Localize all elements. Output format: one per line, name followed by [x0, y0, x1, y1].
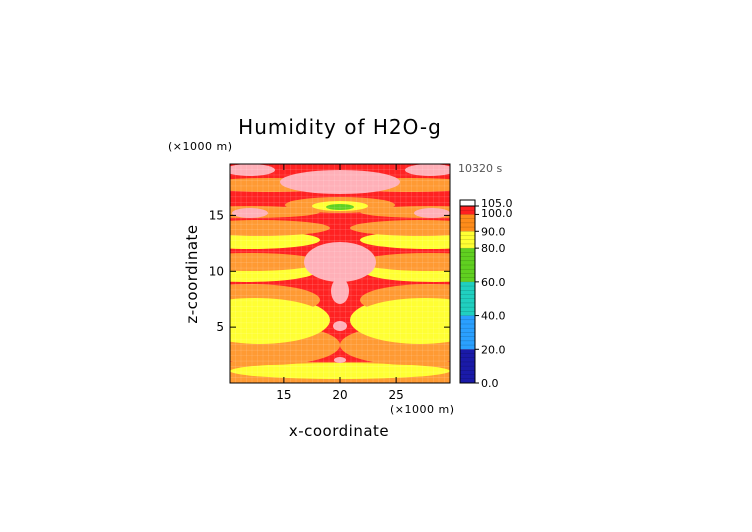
y-tick-label: 15	[209, 208, 224, 222]
field-pink-plume	[331, 278, 349, 304]
colorbar-frame	[459, 199, 476, 384]
colorbar-label: 20.0	[481, 343, 506, 356]
y-unit-label: (×1000 m)	[168, 140, 233, 153]
colorbar-band	[460, 214, 475, 232]
field-green-17	[326, 204, 354, 210]
x-axis-label: x-coordinate	[289, 422, 389, 440]
colorbar-band	[460, 231, 475, 249]
colorbar-band	[460, 281, 475, 316]
field-pink-dome	[304, 242, 376, 282]
colorbar-label: 100.0	[481, 207, 513, 220]
field-orange-10-right	[360, 253, 450, 271]
field-yellow-core-right	[355, 298, 450, 338]
field-orange-10-left	[230, 253, 320, 271]
x-axis-ticks: 15 20 25	[276, 164, 404, 402]
field-pink-topright	[405, 164, 450, 176]
field-orange-14-right	[350, 220, 450, 236]
field-pink-right	[414, 208, 450, 218]
field-yellow-core-left	[230, 298, 325, 338]
field-pink-low	[334, 357, 346, 363]
colorbar-band	[460, 349, 475, 383]
colorbar-band	[460, 315, 475, 350]
y-tick-label: 10	[209, 264, 224, 278]
chart-title: Humidity of H2O-g	[238, 115, 442, 139]
colorbar-label: 80.0	[481, 242, 506, 255]
x-tick-label: 25	[388, 388, 403, 402]
y-axis-ticks: 5 10 15	[209, 208, 450, 334]
field-pink-topleft	[230, 164, 275, 176]
colorbar-band	[460, 206, 475, 215]
y-tick-label: 5	[216, 320, 224, 334]
colorbar-cap	[459, 199, 476, 207]
plot-area	[229, 163, 451, 384]
x-tick-label: 15	[276, 388, 291, 402]
colorbar-label: 0.0	[481, 377, 499, 390]
x-tick-label: 20	[332, 388, 347, 402]
colorbar-label: 40.0	[481, 310, 506, 323]
colorbar-label: 60.0	[481, 276, 506, 289]
x-unit-label: (×1000 m)	[390, 403, 455, 416]
y-axis-label: z-coordinate	[183, 224, 201, 323]
colorbar-label: 105.0	[481, 197, 513, 210]
field-pink-top	[280, 170, 400, 194]
field-pink-core	[333, 321, 347, 331]
field-pink-left	[232, 208, 268, 218]
colorbar-label: 90.0	[481, 225, 506, 238]
colorbar-band	[460, 248, 475, 282]
field-yellow-bottom	[230, 363, 450, 379]
field-orange-14-left	[230, 220, 330, 236]
time-label: 10320 s	[458, 162, 502, 175]
